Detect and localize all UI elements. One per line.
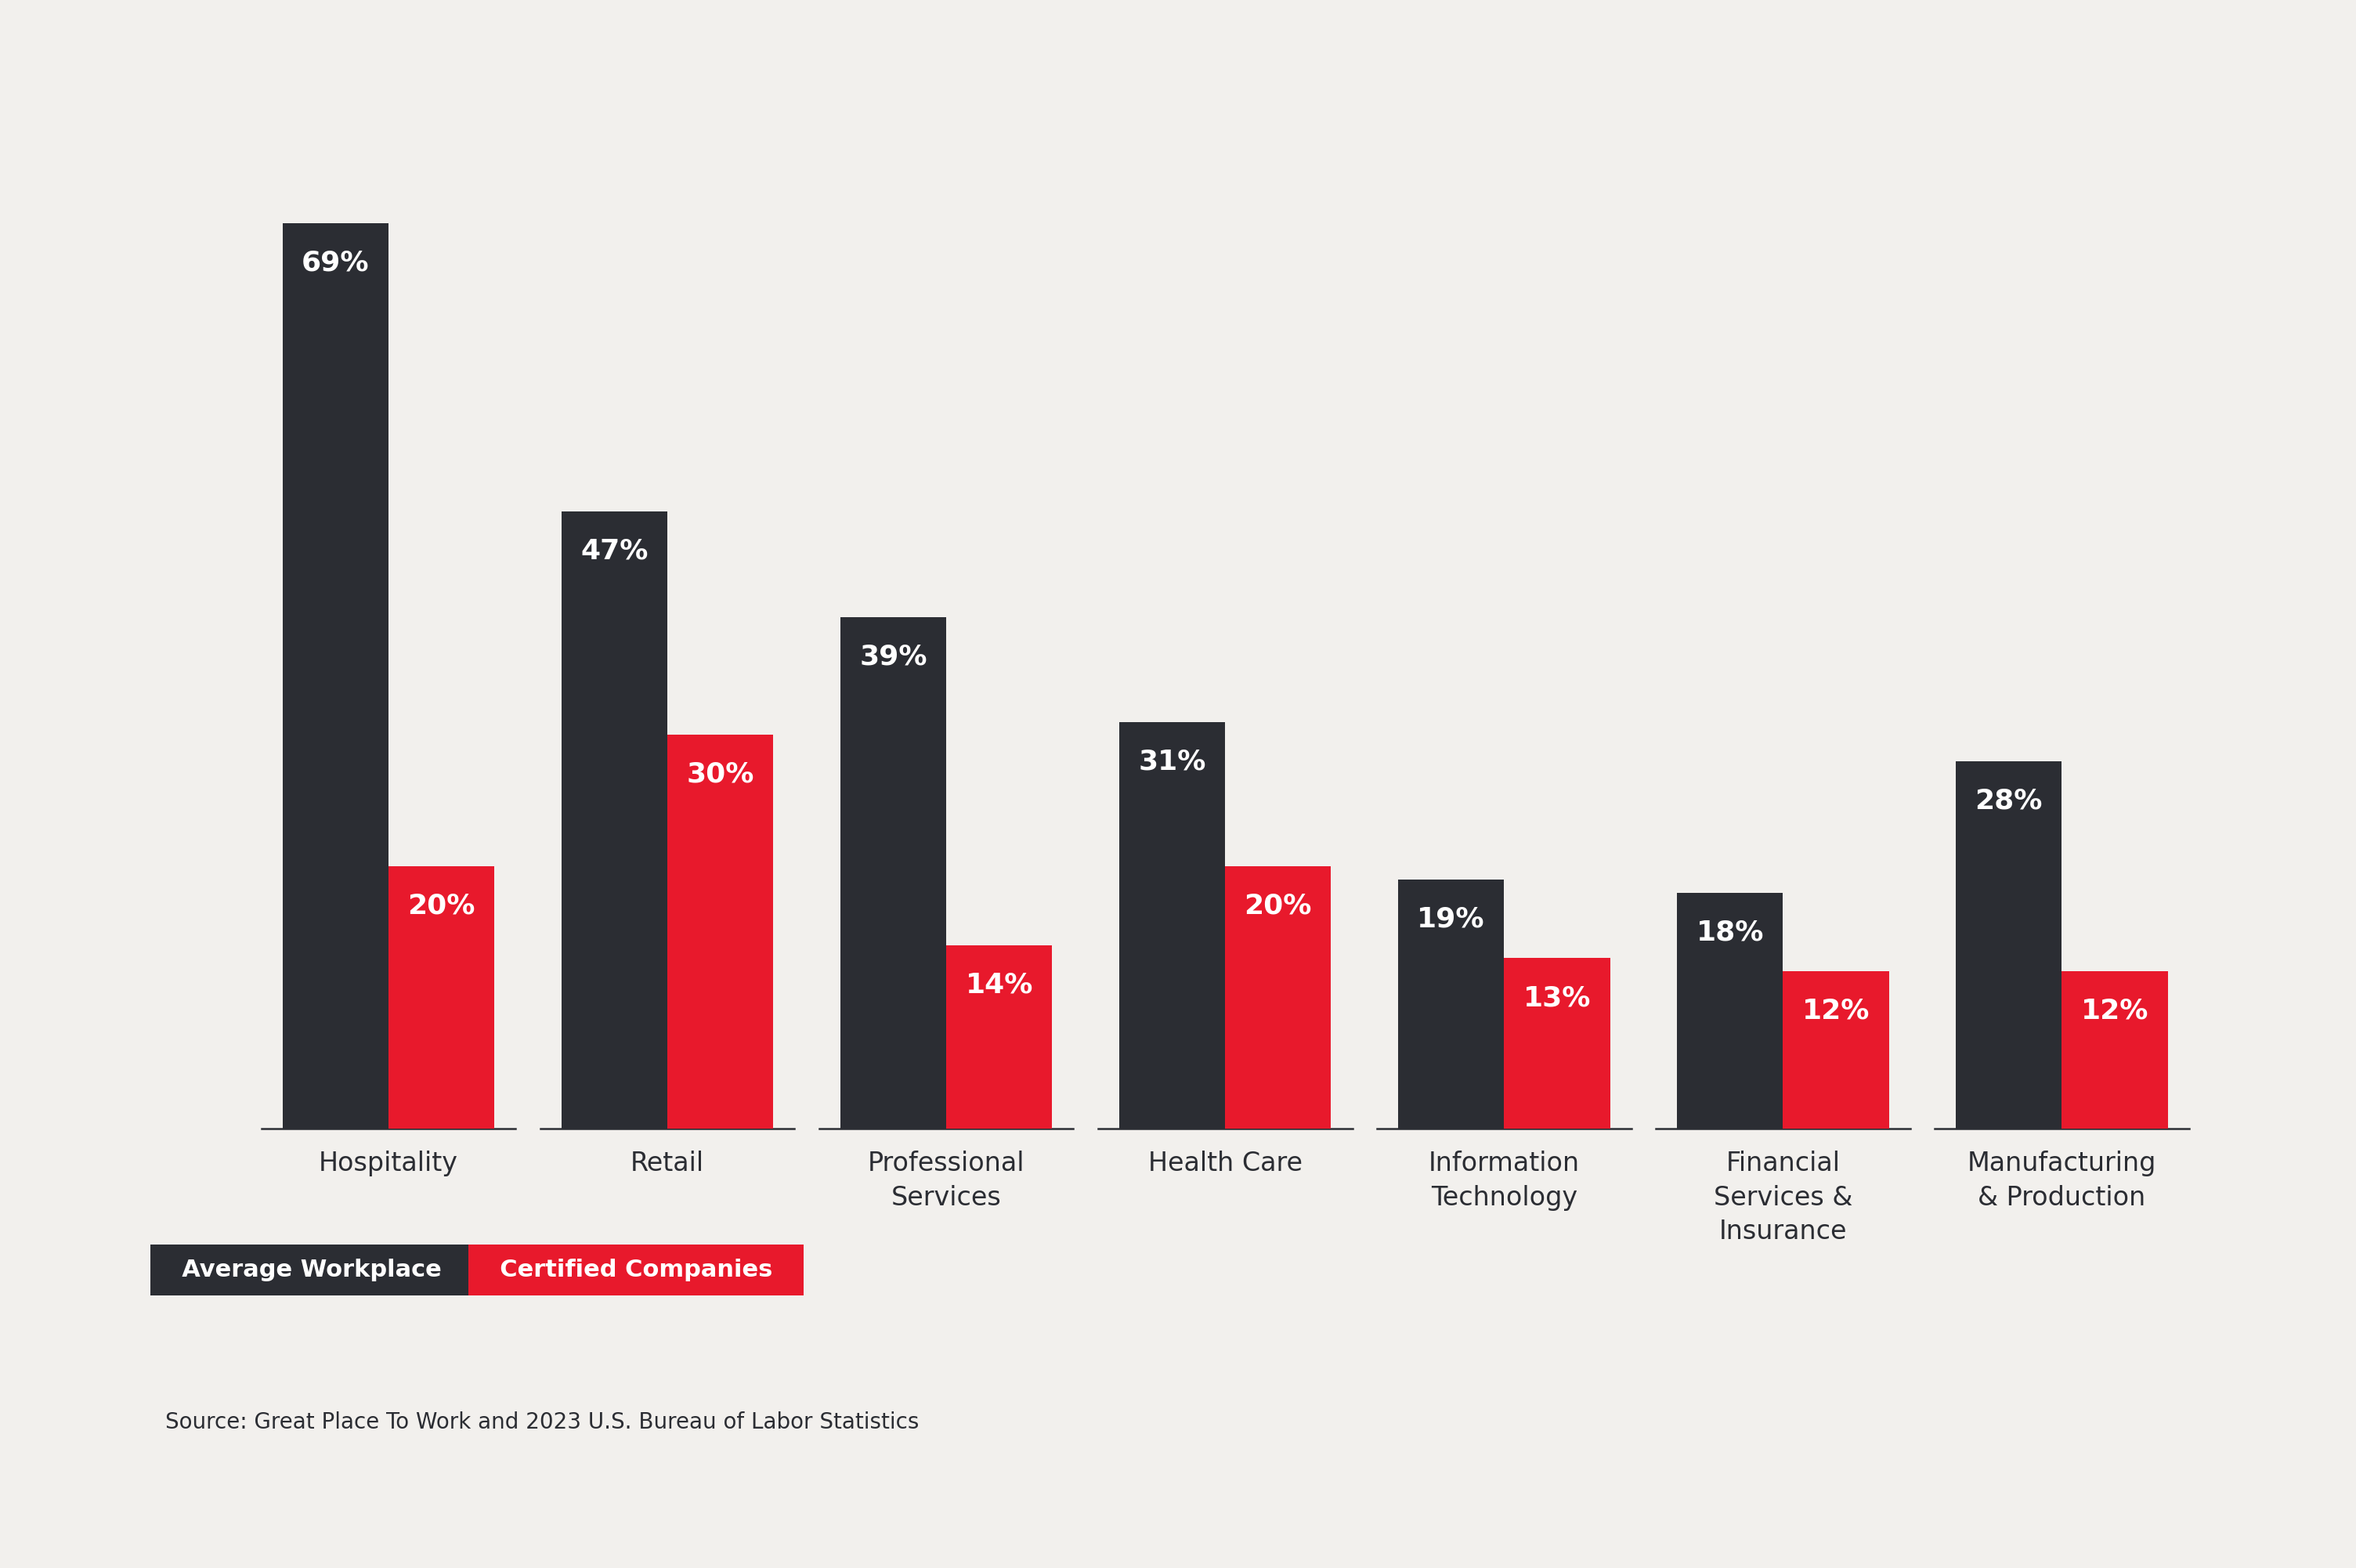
Text: Certified Companies: Certified Companies [483,1259,789,1281]
Text: 20%: 20% [1244,892,1312,919]
Text: 39%: 39% [860,643,928,670]
Bar [1783,971,1890,1129]
Bar [947,946,1053,1129]
Text: 18%: 18% [1696,919,1765,946]
Text: 13%: 13% [1524,985,1590,1011]
Text: 31%: 31% [1138,748,1206,775]
Text: 12%: 12% [2080,997,2149,1024]
Text: 20%: 20% [408,892,476,919]
Text: 14%: 14% [966,971,1032,997]
Bar [841,616,947,1129]
Text: 47%: 47% [580,538,648,564]
Text: Average Workplace: Average Workplace [165,1259,457,1281]
Bar [2062,971,2168,1129]
Bar [1955,762,2062,1129]
Bar [1225,866,1331,1129]
Text: 28%: 28% [1974,787,2043,814]
Text: 69%: 69% [302,249,370,276]
Text: Source: Great Place To Work and 2023 U.S. Bureau of Labor Statistics: Source: Great Place To Work and 2023 U.S… [165,1411,919,1433]
Bar [1677,892,1783,1129]
Bar [1119,721,1225,1129]
Bar [1397,880,1503,1129]
Bar [389,866,495,1129]
Text: 30%: 30% [686,762,754,787]
Text: 12%: 12% [1802,997,1871,1024]
Bar [283,223,389,1129]
Text: 19%: 19% [1418,906,1484,933]
Bar [1503,958,1609,1129]
Bar [667,735,773,1129]
Bar [561,511,667,1129]
